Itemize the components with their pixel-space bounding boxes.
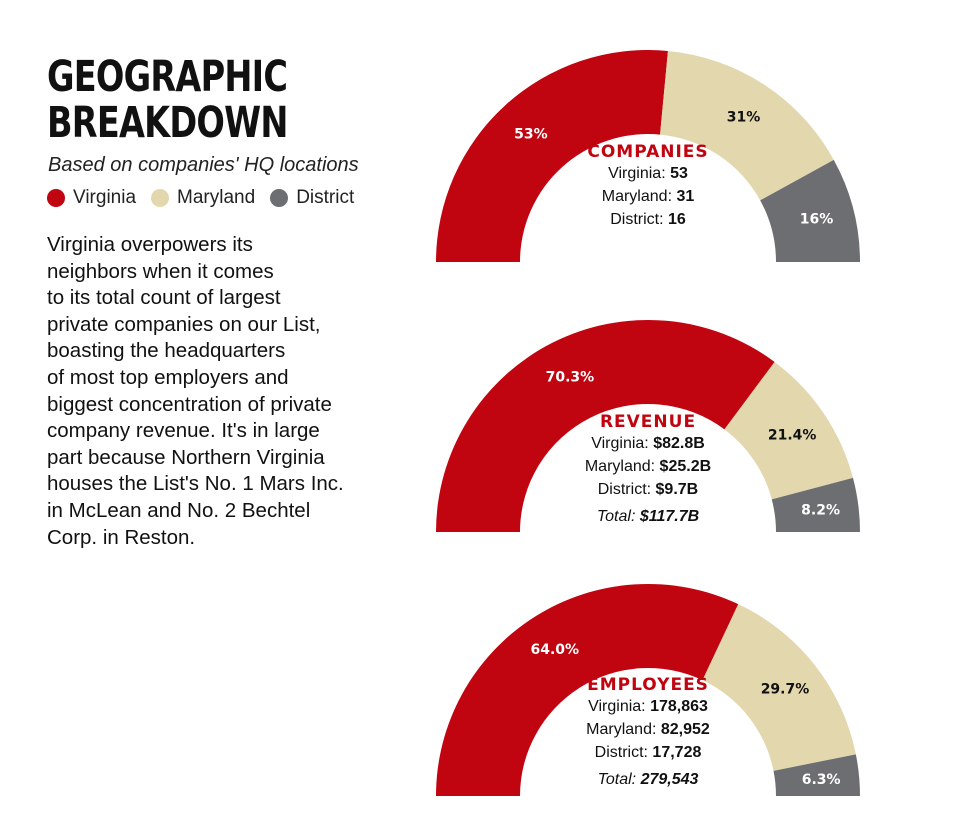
employees-district-value: 17,728 <box>652 744 702 761</box>
body-line: Virginia overpowers its <box>47 233 253 256</box>
revenue-virginia-label: Virginia <box>591 435 645 452</box>
revenue-slice-label-district: 8.2% <box>801 503 840 519</box>
revenue-slice-label-virginia: 70.3% <box>546 370 595 386</box>
legend-swatch-district <box>270 189 289 207</box>
title-line-1: GEOGRAPHIC <box>47 52 288 102</box>
revenue-virginia-value: $82.8B <box>653 435 705 452</box>
employees-total-value: 279,543 <box>640 771 699 788</box>
companies-chart-title: COMPANIES <box>587 142 709 162</box>
employees-maryland-label: Maryland <box>586 721 652 738</box>
revenue-maryland-value: $25.2B <box>659 458 712 475</box>
companies-slice-district <box>760 159 860 262</box>
revenue-total: Total: $117.7B <box>548 505 748 528</box>
companies-center-summary: COMPANIES Virginia: 53 Maryland: 31 Dist… <box>548 142 748 231</box>
body-line: boasting the headquarters <box>47 339 286 363</box>
employees-virginia-label: Virginia <box>588 698 642 715</box>
companies-district-line: District: 16 <box>610 211 686 228</box>
body-line: of most top employers and <box>47 365 289 389</box>
employees-chart-title: EMPLOYEES <box>587 675 709 695</box>
companies-virginia-line: Virginia: 53 <box>608 165 688 182</box>
revenue-slice-label-maryland: 21.4% <box>768 428 817 444</box>
companies-virginia-value: 53 <box>670 165 688 182</box>
revenue-slice-virginia <box>436 320 775 532</box>
legend-item-maryland: Maryland <box>151 187 255 209</box>
page-title: GEOGRAPHIC BREAKDOWN <box>47 54 288 146</box>
revenue-district-line: District: $9.7B <box>597 481 699 498</box>
companies-slice-label-district: 16% <box>800 212 834 228</box>
employees-slice-label-maryland: 29.7% <box>761 682 810 698</box>
body-line: part because Northern Virginia <box>47 445 325 469</box>
revenue-district-label: District <box>597 481 647 498</box>
legend-label-district: District <box>296 187 355 208</box>
companies-maryland-value: 31 <box>676 188 695 205</box>
employees-total-label: Total: <box>597 771 637 788</box>
companies-slice-maryland <box>660 50 834 201</box>
companies-virginia-label: Virginia <box>608 165 662 182</box>
body-line: private companies on our List, <box>47 312 321 336</box>
legend-swatch-maryland <box>151 189 170 207</box>
employees-total: Total: 279,543 <box>548 768 748 791</box>
revenue-slice-district <box>771 477 860 532</box>
companies-maryland-line: Maryland: 31 <box>601 188 695 205</box>
body-line: houses the List's No. 1 Mars Inc. <box>47 472 344 496</box>
subtitle: Based on companies' HQ locations <box>48 154 359 176</box>
body-line: in McLean and No. 2 Bechtel <box>47 498 311 522</box>
employees-slice-district <box>773 754 860 796</box>
body-line: to its total count of largest <box>47 286 281 310</box>
companies-district-label: District <box>610 211 660 228</box>
companies-slice-label-virginia: 53% <box>514 126 548 142</box>
revenue-virginia-line: Virginia: $82.8B <box>591 435 705 452</box>
legend-label-virginia: Virginia <box>73 187 137 208</box>
title-line-2: BREAKDOWN <box>47 98 288 148</box>
revenue-district-value: $9.7B <box>655 481 699 498</box>
employees-center-summary: EMPLOYEES Virginia: 178,863 Maryland: 82… <box>548 675 748 791</box>
legend-item-district: District <box>270 187 354 209</box>
revenue-chart-title: REVENUE <box>599 412 697 432</box>
employees-virginia-line: Virginia: 178,863 <box>588 698 708 715</box>
revenue-total-value: $117.7B <box>639 508 700 525</box>
revenue-maryland-label: Maryland <box>584 458 651 475</box>
companies-slice-virginia <box>436 49 668 263</box>
employees-slice-virginia <box>436 584 739 796</box>
employees-virginia-value: 178,863 <box>650 698 708 715</box>
body-line: biggest concentration of private <box>47 392 332 416</box>
employees-maryland-line: Maryland: 82,952 <box>586 721 710 738</box>
legend-item-virginia: Virginia <box>47 187 136 209</box>
body-line: Corp. in Reston. <box>47 525 196 549</box>
revenue-total-label: Total: <box>596 508 636 525</box>
employees-district-label: District <box>594 744 644 761</box>
employees-maryland-value: 82,952 <box>660 721 710 738</box>
companies-slice-label-maryland: 31% <box>727 110 761 126</box>
body-line: company revenue. It's in large <box>47 419 320 443</box>
body-paragraph: Virginia overpowers its neighbors when i… <box>47 232 377 551</box>
revenue-slice-maryland <box>724 361 853 500</box>
employees-slice-label-district: 6.3% <box>802 772 841 788</box>
employees-slice-maryland <box>702 604 856 771</box>
legend-label-maryland: Maryland <box>177 187 256 208</box>
companies-district-value: 16 <box>667 211 686 228</box>
legend-swatch-virginia <box>47 189 65 207</box>
legend: Virginia Maryland District <box>47 187 369 209</box>
revenue-maryland-line: Maryland: $25.2B <box>584 458 712 475</box>
employees-district-line: District: 17,728 <box>594 744 702 761</box>
employees-slice-label-virginia: 64.0% <box>530 642 579 658</box>
revenue-center-summary: REVENUE Virginia: $82.8B Maryland: $25.2… <box>548 412 748 528</box>
body-line: neighbors when it comes <box>47 259 274 283</box>
companies-maryland-label: Maryland <box>601 188 668 205</box>
